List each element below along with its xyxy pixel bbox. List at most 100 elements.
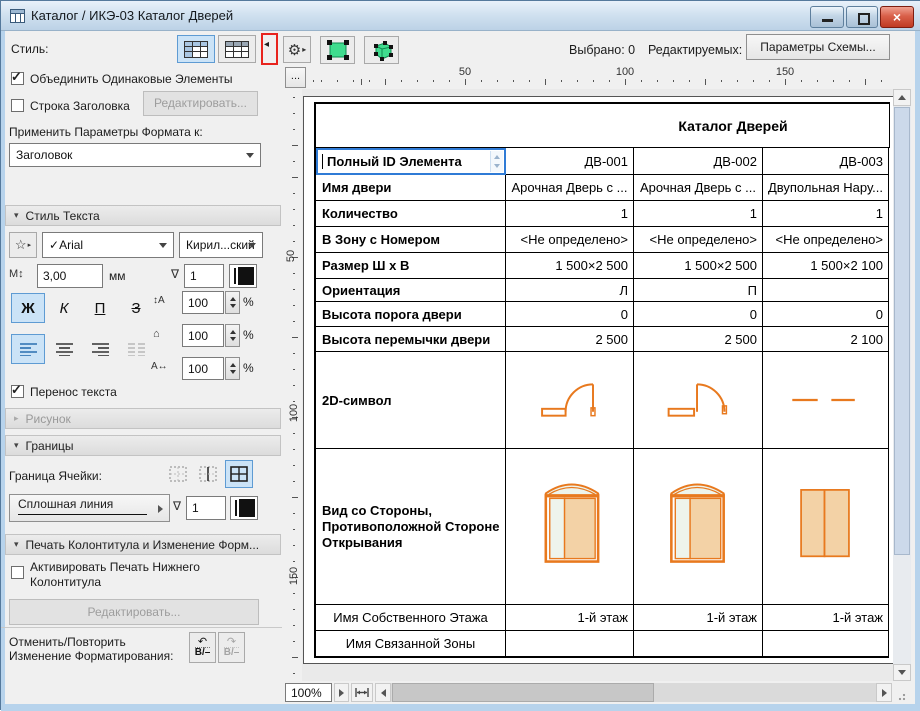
- section-footer-print[interactable]: ▾ Печать Колонтитула и Изменение Форм...: [5, 534, 281, 555]
- minimize-button[interactable]: [810, 6, 844, 28]
- align-center-button[interactable]: [47, 334, 81, 364]
- table-cell[interactable]: 1: [634, 201, 763, 227]
- section-picture[interactable]: ▸ Рисунок: [5, 408, 281, 429]
- close-button[interactable]: ×: [880, 6, 914, 28]
- titlebar[interactable]: Каталог / ИКЭ-03 Каталог Дверей ×: [1, 1, 920, 31]
- char-width-input[interactable]: 100: [182, 324, 224, 347]
- collapse-panel-button[interactable]: ◂: [264, 39, 269, 50]
- horizontal-scroll-thumb[interactable]: [392, 683, 654, 702]
- select-elements-button[interactable]: [320, 36, 355, 64]
- table-cell[interactable]: 1 500×2 500: [634, 253, 763, 279]
- table-cell[interactable]: 1 500×2 100: [763, 253, 889, 279]
- table-cell[interactable]: [634, 352, 763, 449]
- table-cell[interactable]: <Не определено>: [634, 227, 763, 253]
- table-cell[interactable]: 1-й этаж: [763, 605, 889, 631]
- vertical-scroll-thumb[interactable]: [894, 107, 910, 555]
- table-cell[interactable]: 1-й этаж: [634, 605, 763, 631]
- horizontal-scrollbar[interactable]: [391, 683, 876, 702]
- merge-elements-checkbox[interactable]: ✓: [11, 72, 24, 85]
- table-cell[interactable]: Арочная Дверь с ...: [634, 175, 763, 201]
- scroll-right-button[interactable]: [876, 683, 892, 702]
- ruler-corner-button[interactable]: ...: [285, 67, 306, 88]
- table-cell[interactable]: ДВ-003: [763, 148, 889, 175]
- table-cell[interactable]: П: [634, 279, 763, 302]
- font-select[interactable]: ✓Arial: [42, 232, 174, 258]
- scroll-up-button[interactable]: [893, 89, 911, 106]
- table-cell[interactable]: 2 500: [634, 327, 763, 352]
- table-cell[interactable]: [506, 449, 634, 605]
- scheme-settings-button[interactable]: Параметры Схемы...: [746, 34, 890, 60]
- border-pen-input[interactable]: 1: [186, 496, 226, 520]
- table-cell[interactable]: Двупольная Нару...: [763, 175, 889, 201]
- border-pen-color-button[interactable]: [230, 496, 258, 520]
- row-label[interactable]: Высота порога двери: [316, 302, 506, 327]
- fit-width-button[interactable]: [351, 683, 373, 702]
- table-title-row[interactable]: Каталог Дверей: [316, 104, 890, 148]
- table-cell[interactable]: 0: [506, 302, 634, 327]
- scroll-left-button[interactable]: [375, 683, 391, 702]
- table-cell[interactable]: ДВ-002: [634, 148, 763, 175]
- line-type-select[interactable]: Сплошная линия: [9, 494, 170, 522]
- line-spacing-input[interactable]: 100: [182, 291, 224, 314]
- table-cell[interactable]: 2 500: [506, 327, 634, 352]
- row-label[interactable]: Ориентация: [316, 279, 506, 302]
- row-label[interactable]: Имя Собственного Этажа: [316, 605, 506, 631]
- italic-button[interactable]: К: [47, 293, 81, 323]
- strikethrough-button[interactable]: З: [119, 293, 153, 323]
- table-cell[interactable]: <Не определено>: [763, 227, 889, 253]
- row-label[interactable]: Размер Ш х В: [316, 253, 506, 279]
- apply-format-select[interactable]: Заголовок: [9, 143, 261, 167]
- row-label[interactable]: Имя двери: [316, 175, 506, 201]
- table-cell[interactable]: 1: [763, 201, 889, 227]
- table-cell[interactable]: [506, 352, 634, 449]
- table-cell[interactable]: [506, 631, 634, 658]
- zoom-menu-button[interactable]: [334, 683, 349, 702]
- section-text-style[interactable]: ▾ Стиль Текста: [5, 205, 281, 226]
- table-style-flat-button[interactable]: [218, 35, 256, 63]
- table-cell[interactable]: [634, 449, 763, 605]
- char-width-stepper[interactable]: [225, 324, 240, 347]
- text-pen-color-button[interactable]: [229, 264, 257, 288]
- row-label[interactable]: Имя Связанной Зоны: [316, 631, 506, 658]
- active-cell-element-id[interactable]: Полный ID Элемента: [316, 148, 506, 175]
- vertical-scrollbar[interactable]: [893, 89, 911, 681]
- undo-format-button[interactable]: ↶ B/–: [189, 632, 216, 663]
- char-spacing-stepper[interactable]: [225, 357, 240, 380]
- table-cell[interactable]: [763, 631, 889, 658]
- border-all-button[interactable]: [225, 460, 253, 488]
- script-select[interactable]: Кирил...ский: [179, 232, 263, 258]
- border-none-button[interactable]: [166, 462, 190, 486]
- redo-format-button[interactable]: ↷ B/–: [218, 632, 245, 663]
- align-left-button[interactable]: [11, 334, 45, 364]
- footer-print-checkbox[interactable]: [11, 566, 24, 579]
- table-cell[interactable]: 1-й этаж: [506, 605, 634, 631]
- align-justify-button[interactable]: [119, 334, 153, 364]
- line-spacing-stepper[interactable]: [225, 291, 240, 314]
- edit-header-button[interactable]: Редактировать...: [143, 91, 258, 116]
- wrap-text-checkbox[interactable]: ✓: [11, 385, 24, 398]
- table-cell[interactable]: Л: [506, 279, 634, 302]
- zoom-level-input[interactable]: 100%: [285, 683, 332, 702]
- section-borders[interactable]: ▾ Границы: [5, 435, 281, 456]
- row-label[interactable]: Вид со Стороны, Противоположной Стороне …: [316, 449, 506, 605]
- favorites-button[interactable]: ☆ ▸: [9, 232, 37, 258]
- font-size-input[interactable]: 3,00: [37, 264, 103, 288]
- table-style-merged-button[interactable]: [177, 35, 215, 63]
- table-cell[interactable]: 2 100: [763, 327, 889, 352]
- table-cell[interactable]: Арочная Дверь с ...: [506, 175, 634, 201]
- table-cell[interactable]: <Не определено>: [506, 227, 634, 253]
- cell-stepper[interactable]: [490, 151, 503, 172]
- row-label[interactable]: Количество: [316, 201, 506, 227]
- table-cell[interactable]: 0: [634, 302, 763, 327]
- underline-button[interactable]: П: [83, 293, 117, 323]
- restore-button[interactable]: [846, 6, 878, 28]
- table-cell[interactable]: [763, 352, 889, 449]
- row-label[interactable]: Высота перемычки двери: [316, 327, 506, 352]
- table-cell[interactable]: 0: [763, 302, 889, 327]
- text-pen-input[interactable]: 1: [184, 264, 224, 288]
- select-3d-button[interactable]: [364, 36, 399, 64]
- table-cell[interactable]: [634, 631, 763, 658]
- table-cell[interactable]: [763, 449, 889, 605]
- edit-footer-button[interactable]: Редактировать...: [9, 599, 259, 625]
- table-cell[interactable]: [763, 279, 889, 302]
